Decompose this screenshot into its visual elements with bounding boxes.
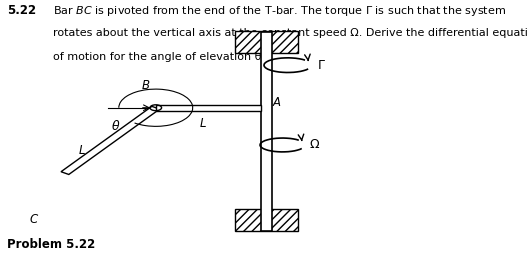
Text: $\Omega$: $\Omega$ <box>309 139 320 151</box>
Text: Bar $\mathit{BC}$ is pivoted from the end of the T-bar. The torque Γ is such tha: Bar $\mathit{BC}$ is pivoted from the en… <box>53 4 506 18</box>
Bar <box>235 209 298 231</box>
Text: 5.22: 5.22 <box>7 4 36 17</box>
Bar <box>261 32 272 231</box>
Text: Problem 5.22: Problem 5.22 <box>7 238 95 251</box>
Text: $A$: $A$ <box>272 96 282 109</box>
Bar <box>235 31 298 53</box>
Text: $B$: $B$ <box>140 79 150 92</box>
Text: $C$: $C$ <box>29 213 40 226</box>
Bar <box>156 105 261 111</box>
Text: $L$: $L$ <box>200 117 207 130</box>
Text: rotates about the vertical axis at the constant speed Ω. Derive the differential: rotates about the vertical axis at the c… <box>53 28 528 38</box>
Text: $\Gamma$: $\Gamma$ <box>317 59 326 72</box>
Text: $\theta$: $\theta$ <box>111 119 121 133</box>
Text: $L$: $L$ <box>78 144 86 157</box>
Text: of motion for the angle of elevation θ.: of motion for the angle of elevation θ. <box>53 52 265 62</box>
Polygon shape <box>61 106 159 174</box>
